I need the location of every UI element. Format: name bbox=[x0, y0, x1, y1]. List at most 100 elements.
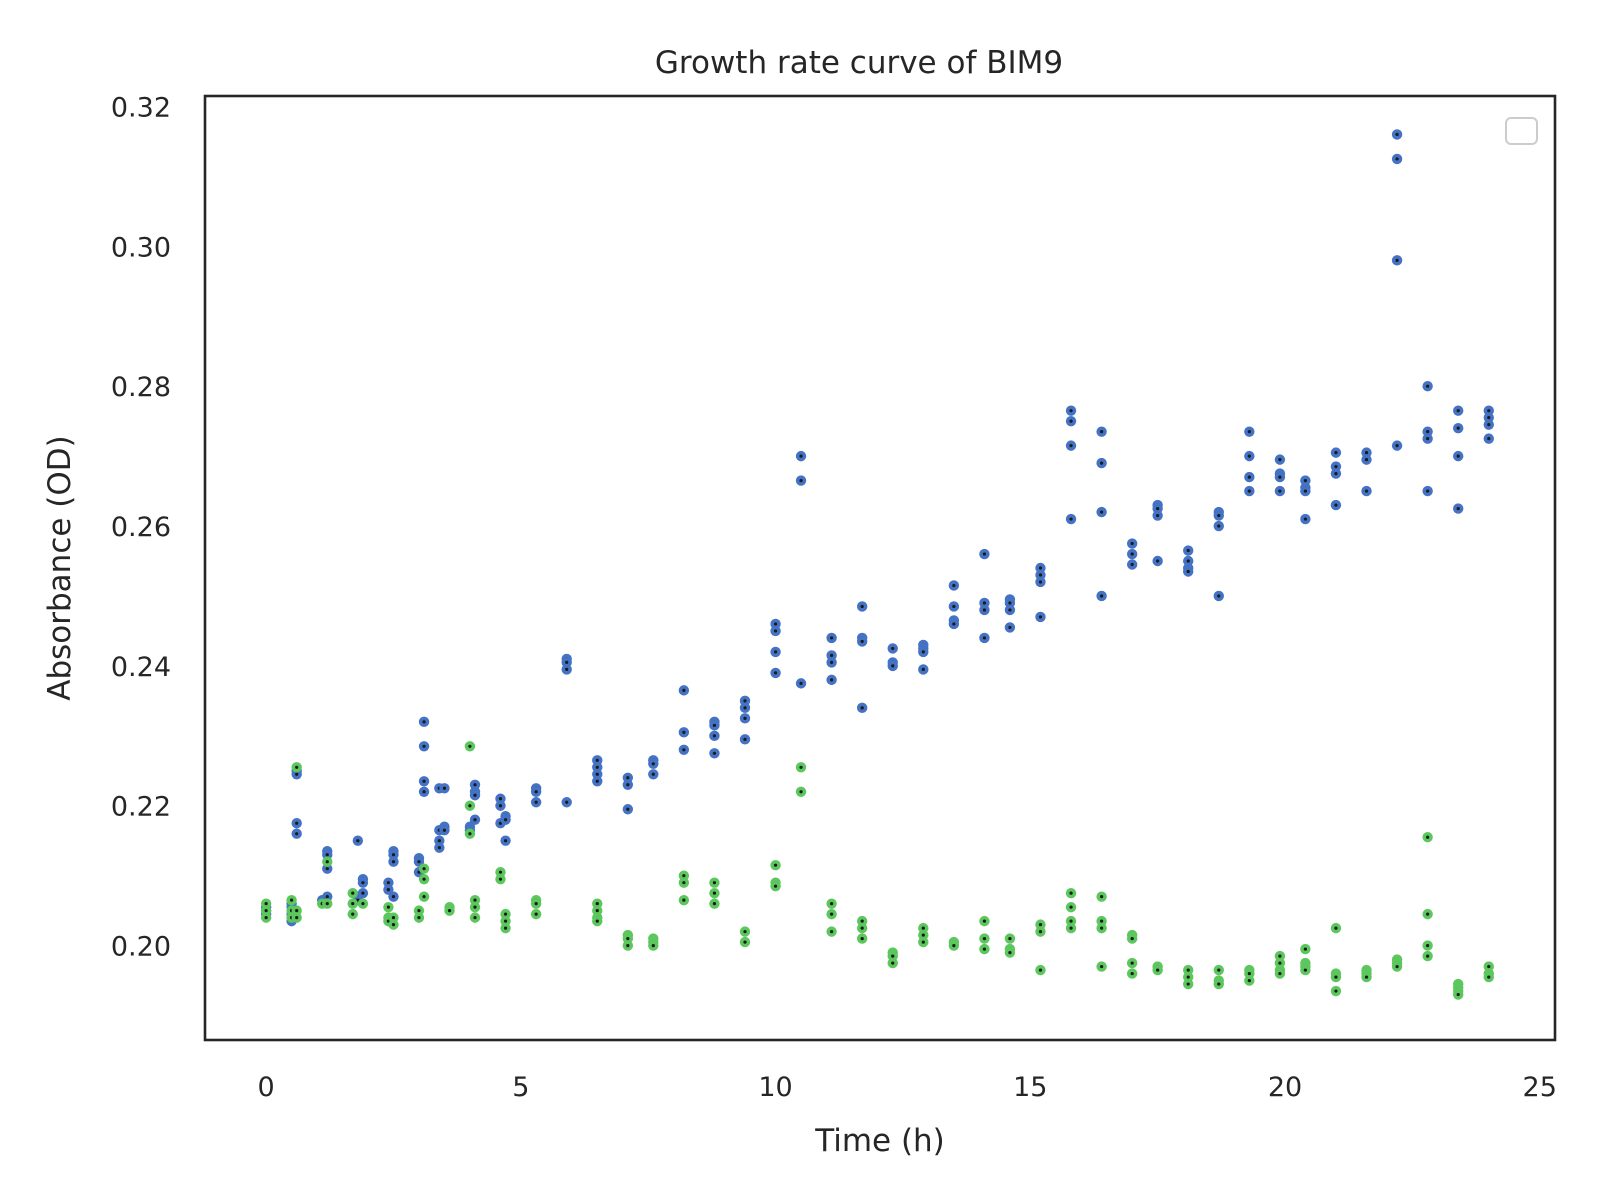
data-point-center bbox=[743, 930, 747, 934]
data-point-center bbox=[351, 912, 355, 916]
data-point-center bbox=[860, 937, 864, 941]
data-point-center bbox=[1186, 569, 1190, 574]
data-point-center bbox=[295, 909, 299, 913]
data-point-center bbox=[437, 839, 441, 843]
x-axis-label: Time (h) bbox=[814, 1123, 945, 1159]
data-point-center bbox=[503, 919, 508, 923]
data-point-center bbox=[534, 902, 538, 906]
data-point-center bbox=[361, 881, 365, 885]
data-point-center bbox=[290, 898, 294, 902]
data-point-center bbox=[1456, 409, 1460, 413]
data-point-center bbox=[799, 478, 803, 483]
data-point-center bbox=[1426, 430, 1430, 434]
data-point-center bbox=[982, 601, 987, 605]
data-point-center bbox=[921, 933, 925, 937]
data-point-center bbox=[1100, 510, 1104, 514]
data-point-center bbox=[1069, 444, 1073, 448]
data-point-center bbox=[1426, 384, 1430, 388]
data-point-center bbox=[1130, 961, 1134, 965]
data-point-center bbox=[1487, 409, 1491, 413]
data-point-center bbox=[498, 804, 503, 808]
data-point-center bbox=[386, 881, 390, 885]
data-point-center bbox=[468, 804, 472, 808]
data-point-center bbox=[682, 730, 686, 734]
data-point-center bbox=[891, 664, 895, 668]
data-point-center bbox=[830, 660, 834, 665]
data-point-center bbox=[682, 688, 686, 692]
data-point-center bbox=[437, 846, 441, 850]
data-point-center bbox=[1130, 552, 1134, 556]
data-point-center bbox=[473, 783, 477, 787]
legend-box bbox=[1505, 117, 1538, 145]
y-tick-label: 0.28 bbox=[111, 372, 171, 403]
data-point-center bbox=[1069, 891, 1073, 895]
data-point-center bbox=[325, 902, 329, 906]
data-point-center bbox=[1130, 937, 1134, 941]
data-point-center bbox=[952, 583, 956, 588]
data-point-center bbox=[1217, 594, 1221, 598]
data-point-center bbox=[1186, 559, 1190, 563]
data-point-center bbox=[534, 800, 538, 804]
data-point-center bbox=[1426, 912, 1430, 916]
y-tick-label: 0.26 bbox=[111, 512, 171, 543]
data-point-center bbox=[1217, 524, 1221, 528]
data-point-center bbox=[473, 898, 477, 902]
data-point-center bbox=[1487, 964, 1491, 969]
data-point-center bbox=[422, 790, 426, 794]
data-point-center bbox=[325, 860, 329, 864]
data-point-center bbox=[386, 888, 390, 892]
data-point-center bbox=[743, 706, 747, 710]
data-point-center bbox=[1130, 562, 1134, 567]
data-point-center bbox=[595, 779, 599, 783]
data-point-center bbox=[447, 909, 452, 913]
data-point-center bbox=[1038, 580, 1043, 584]
data-point-center bbox=[712, 734, 717, 738]
data-point-center bbox=[1334, 451, 1338, 455]
data-point-center bbox=[1038, 573, 1043, 577]
data-point-center bbox=[565, 667, 569, 671]
x-tick-label: 15 bbox=[1013, 1072, 1047, 1103]
data-point-center bbox=[921, 926, 925, 930]
data-point-center bbox=[891, 646, 895, 651]
data-point-center bbox=[1130, 541, 1134, 546]
data-point-center bbox=[417, 916, 421, 920]
data-point-center bbox=[565, 660, 569, 665]
data-point-center bbox=[473, 905, 477, 909]
data-point-center bbox=[534, 790, 538, 794]
data-point-center bbox=[361, 891, 365, 895]
x-tick-label: 10 bbox=[758, 1072, 792, 1103]
data-point-center bbox=[1008, 950, 1012, 955]
data-point-center bbox=[1426, 489, 1430, 493]
data-point-center bbox=[498, 870, 503, 874]
data-point-center bbox=[626, 937, 630, 941]
data-point-center bbox=[1395, 132, 1399, 137]
data-point-center bbox=[1456, 506, 1460, 511]
data-point-center bbox=[712, 891, 717, 895]
data-point-center bbox=[498, 877, 503, 881]
data-point-center bbox=[1456, 426, 1460, 430]
data-point-center bbox=[422, 867, 426, 871]
data-point-center bbox=[1217, 968, 1221, 972]
data-point-center bbox=[830, 930, 834, 934]
data-point-center bbox=[860, 639, 864, 644]
data-point-center bbox=[1334, 926, 1338, 930]
y-tick-label: 0.24 bbox=[111, 652, 171, 683]
data-point-center bbox=[1303, 517, 1307, 521]
data-point-center bbox=[422, 744, 426, 748]
data-point-center bbox=[860, 706, 864, 710]
data-point-center bbox=[830, 653, 834, 658]
data-point-center bbox=[295, 821, 299, 825]
data-point-center bbox=[1487, 437, 1491, 441]
y-tick-label: 0.22 bbox=[111, 792, 171, 823]
data-point-center bbox=[773, 884, 778, 888]
data-point-center bbox=[325, 895, 329, 899]
data-point-center bbox=[1278, 489, 1282, 493]
data-point-center bbox=[422, 877, 426, 881]
data-point-center bbox=[743, 716, 747, 720]
data-point-center bbox=[595, 919, 599, 923]
data-point-center bbox=[1156, 559, 1160, 563]
data-point-center bbox=[1334, 465, 1338, 469]
